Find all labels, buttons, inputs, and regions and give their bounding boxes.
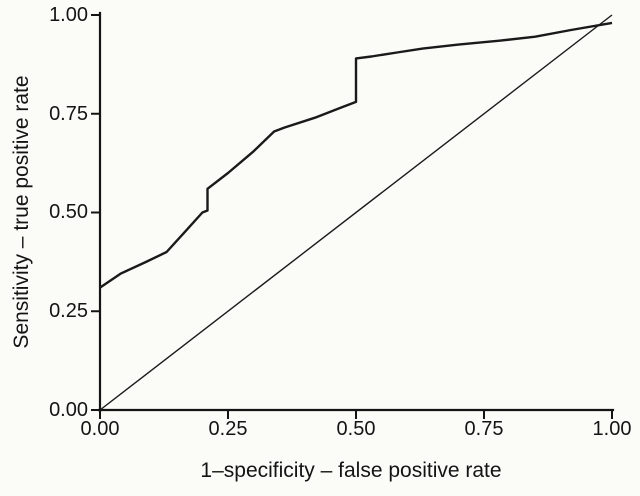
x-tick-label: 0.00: [80, 418, 120, 440]
x-tick-label: 0.25: [208, 418, 248, 440]
y-tick-label: 0.50: [49, 201, 88, 223]
x-tick-label: 0.50: [336, 418, 376, 440]
x-tick-label: 1.00: [592, 418, 632, 440]
roc-curve: [99, 21, 613, 289]
x-tick-label: 0.75: [464, 418, 504, 440]
y-tick-label: 0.75: [49, 103, 88, 125]
x-ticks: [99, 410, 613, 419]
y-tick-label: 0.00: [49, 399, 88, 421]
y-tick-label: 1.00: [49, 4, 88, 26]
x-axis-title: 1–specificity – false positive rate: [200, 459, 502, 482]
y-tick-label: 0.25: [49, 300, 88, 322]
y-ticks: [91, 14, 100, 411]
reference-line: [99, 14, 613, 411]
